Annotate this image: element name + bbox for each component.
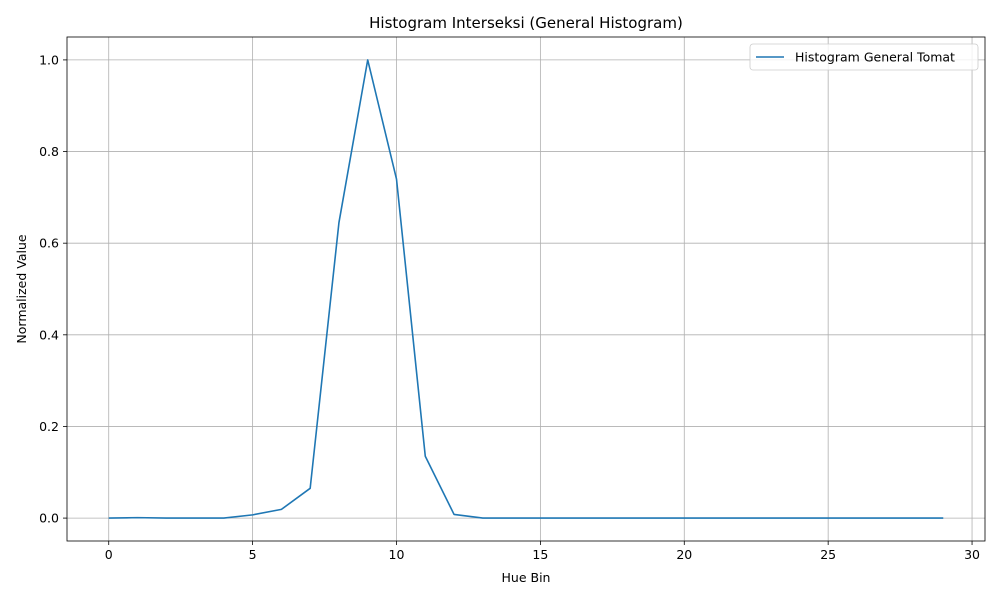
- chart-title: Histogram Interseksi (General Histogram): [369, 14, 683, 32]
- x-tick-label: 25: [820, 547, 836, 562]
- legend-label: Histogram General Tomat: [795, 50, 955, 65]
- x-axis-label: Hue Bin: [502, 570, 551, 585]
- y-tick-label: 0.4: [39, 327, 59, 342]
- y-tick-label: 0.6: [39, 236, 59, 251]
- y-tick-label: 0.2: [39, 419, 59, 434]
- x-tick-label: 20: [676, 547, 692, 562]
- y-tick-label: 1.0: [39, 52, 59, 67]
- x-tick-label: 0: [105, 547, 113, 562]
- y-axis: 0.0 0.2 0.4 0.6 0.8 1.0: [39, 52, 67, 526]
- legend: Histogram General Tomat: [749, 43, 979, 71]
- axes-frame: [66, 36, 986, 542]
- x-tick-label: 10: [389, 547, 405, 562]
- x-axis: 0 5 10 15 20 25 30: [105, 541, 980, 562]
- y-axis-label: Normalized Value: [14, 234, 29, 343]
- series-line: [108, 59, 944, 519]
- y-tick-label: 0.8: [39, 144, 59, 159]
- plot-area: [108, 59, 944, 519]
- x-tick-label: 30: [964, 547, 980, 562]
- legend-box: [749, 43, 979, 71]
- x-tick-label: 15: [532, 547, 548, 562]
- y-tick-label: 0.0: [39, 511, 59, 526]
- x-tick-label: 5: [249, 547, 257, 562]
